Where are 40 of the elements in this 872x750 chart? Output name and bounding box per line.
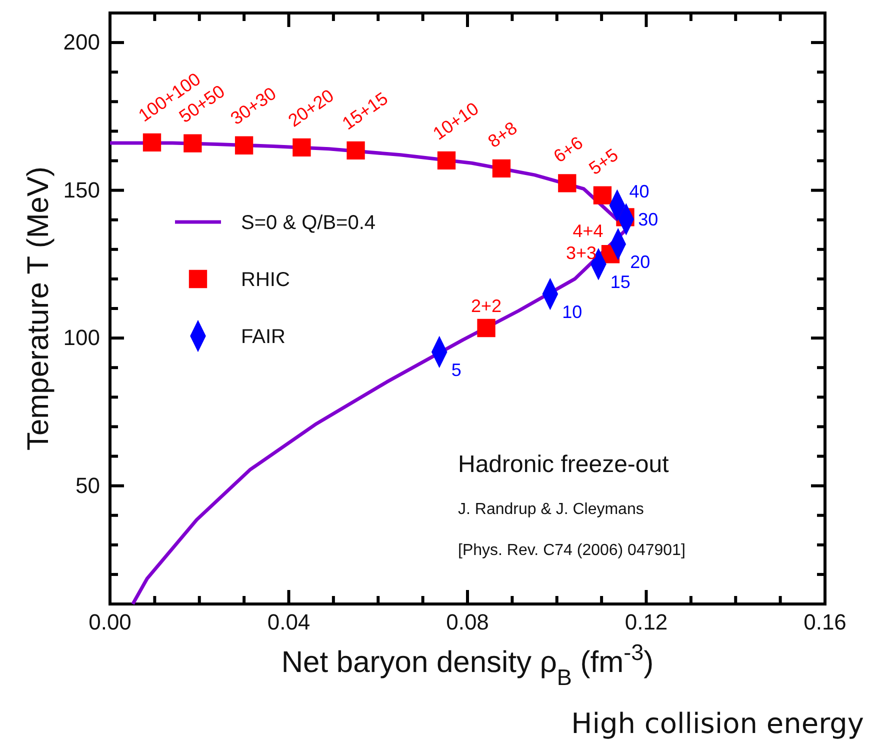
annotation: 8+8 (484, 118, 521, 152)
y-axis-title: Temperature T (MeV) (22, 166, 55, 450)
y-tick-label: 100 (63, 325, 100, 350)
point (346, 141, 365, 160)
annotation: 40 (629, 181, 650, 202)
point (477, 318, 496, 338)
annotation: 6+6 (550, 132, 586, 166)
annotation: 4+4 (572, 221, 604, 242)
point (558, 174, 576, 192)
annotation: 15 (610, 272, 630, 292)
point (492, 159, 511, 178)
text: High collision energy (571, 707, 864, 740)
annotation: 5+5 (585, 144, 622, 179)
point (437, 151, 456, 170)
x-axis-title: Net baryon density ρ$_{B}$ (fm$^{-3}$) (281, 640, 654, 690)
annotation: 3+3 (566, 243, 596, 264)
annotation: J. Randrup & J. Cleymans (458, 501, 644, 518)
annotation: 30 (638, 209, 658, 230)
x-tick-label: 0.12 (624, 610, 668, 635)
x-tick-label: 0.04 (267, 610, 310, 635)
point (593, 186, 612, 204)
annotation: 20 (630, 252, 650, 272)
x-tick-label: 0.00 (88, 610, 132, 635)
legend-label: FAIR (241, 326, 286, 348)
x-tick-label: 0.08 (446, 610, 489, 635)
legend-label: S=0 & Q/B=0.4 (241, 212, 376, 234)
annotation: 2+2 (470, 296, 502, 316)
point (142, 133, 162, 152)
point (292, 138, 311, 157)
annotation: 10 (562, 302, 582, 322)
y-tick-label: 50 (76, 472, 100, 498)
y-tick-label: 200 (63, 30, 100, 55)
point (184, 134, 202, 152)
annotation: [Phys. Rev. C74 (2006) 047901] (458, 542, 686, 559)
x-tick-label: 0.16 (804, 610, 846, 635)
legend-label: RHIC (241, 269, 290, 291)
y-tick-label: 150 (63, 177, 100, 202)
annotation: Hadronic freeze-out (458, 451, 670, 478)
point (234, 136, 254, 154)
annotation: 5 (451, 360, 462, 380)
